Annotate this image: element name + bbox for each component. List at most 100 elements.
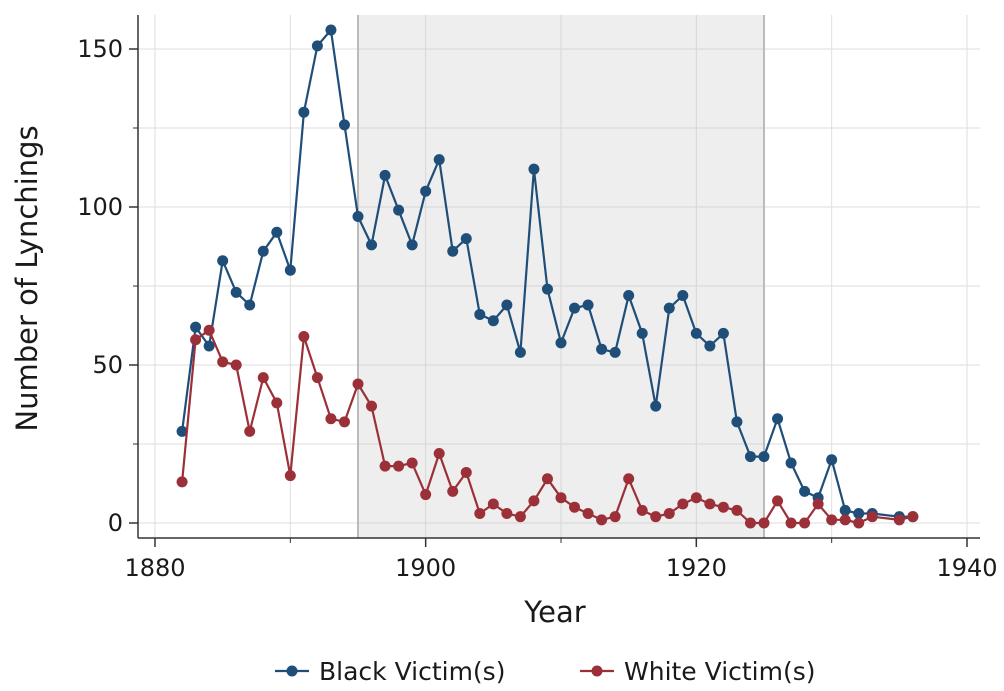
series-1	[176, 24, 919, 523]
data-point	[325, 413, 337, 425]
data-point	[393, 204, 405, 216]
data-point	[609, 346, 621, 358]
data-point	[853, 517, 865, 529]
data-point	[271, 397, 283, 409]
data-point	[650, 400, 662, 412]
data-point	[636, 327, 648, 339]
data-point	[379, 460, 391, 472]
data-point	[541, 283, 553, 295]
data-point	[596, 343, 608, 355]
y-tick-label: 50	[92, 351, 123, 379]
data-point	[636, 504, 648, 516]
data-point	[420, 185, 432, 197]
data-point	[338, 119, 350, 131]
data-point	[744, 517, 756, 529]
legend-item: White Victim(s)	[580, 657, 816, 686]
data-point	[325, 24, 337, 36]
data-point	[393, 460, 405, 472]
data-point	[460, 466, 472, 478]
legend-item: Black Victim(s)	[275, 657, 505, 686]
data-point	[731, 416, 743, 428]
data-point	[352, 210, 364, 222]
data-point	[650, 511, 662, 523]
plot-background	[138, 15, 980, 538]
data-point	[460, 233, 472, 245]
data-point	[569, 302, 581, 314]
data-point	[176, 476, 188, 488]
data-point	[406, 239, 418, 251]
data-point	[244, 425, 256, 437]
data-point	[311, 372, 323, 384]
data-point	[487, 498, 499, 510]
data-point	[704, 498, 716, 510]
data-point	[474, 308, 486, 320]
data-point	[487, 315, 499, 327]
series-2	[176, 324, 919, 529]
data-point	[582, 508, 594, 520]
data-point	[501, 508, 513, 520]
data-point	[379, 169, 391, 181]
data-point	[230, 359, 242, 371]
data-point	[772, 413, 784, 425]
data-point	[447, 485, 459, 497]
data-point	[271, 226, 283, 238]
data-point	[366, 400, 378, 412]
legend-label: Black Victim(s)	[319, 657, 505, 686]
data-point	[555, 337, 567, 349]
data-point	[812, 498, 824, 510]
data-point	[230, 286, 242, 298]
plot-area	[138, 15, 980, 538]
data-point	[190, 334, 202, 346]
grid-lines	[138, 15, 980, 538]
data-point	[176, 425, 188, 437]
data-point	[690, 327, 702, 339]
data-point	[528, 163, 540, 175]
data-point	[758, 517, 770, 529]
legend-swatch-marker	[286, 665, 298, 677]
data-point	[893, 514, 905, 526]
data-point	[420, 489, 432, 501]
data-point	[366, 239, 378, 251]
data-point	[663, 508, 675, 520]
data-point	[203, 324, 215, 336]
data-point	[704, 340, 716, 352]
data-point	[826, 514, 838, 526]
x-axis-title: Year	[523, 595, 585, 629]
data-point	[433, 154, 445, 166]
x-tick-label: 1920	[666, 554, 727, 582]
data-point	[474, 508, 486, 520]
data-point	[826, 454, 838, 466]
data-point	[352, 378, 364, 390]
series-line	[181, 28, 913, 518]
data-point	[190, 321, 202, 333]
data-point	[582, 299, 594, 311]
x-tick-label: 1880	[124, 554, 185, 582]
data-point	[244, 299, 256, 311]
data-point	[447, 245, 459, 257]
data-point	[772, 495, 784, 507]
data-point	[433, 447, 445, 459]
data-point	[744, 451, 756, 463]
y-tick-label: 0	[108, 509, 123, 537]
data-point	[623, 289, 635, 301]
data-point	[799, 485, 811, 497]
data-point	[257, 245, 269, 257]
data-point	[731, 504, 743, 516]
x-tick-label: 1940	[936, 554, 997, 582]
legend-label: White Victim(s)	[624, 657, 816, 686]
legend: Black Victim(s) White Victim(s)	[275, 657, 816, 686]
data-point	[785, 457, 797, 469]
data-point	[677, 289, 689, 301]
data-point	[839, 514, 851, 526]
data-point	[717, 327, 729, 339]
data-point	[569, 501, 581, 513]
data-point	[528, 495, 540, 507]
data-point	[677, 498, 689, 510]
data-point	[298, 331, 310, 343]
y-tick-label: 150	[77, 35, 123, 63]
legend-swatch-marker	[591, 665, 603, 677]
series-group	[176, 24, 919, 529]
data-point	[257, 372, 269, 384]
data-point	[853, 508, 865, 520]
